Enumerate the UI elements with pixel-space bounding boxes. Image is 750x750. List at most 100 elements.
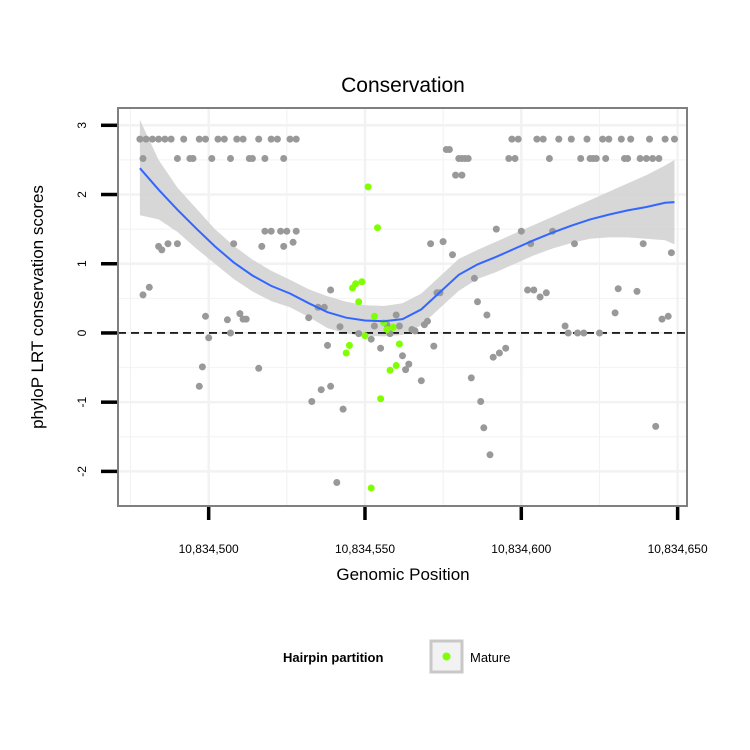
data-point-other xyxy=(395,322,403,330)
data-point-other xyxy=(505,155,513,162)
data-point-other xyxy=(452,171,460,179)
data-point-other xyxy=(248,155,256,162)
data-point-mature xyxy=(383,326,391,333)
data-point-other xyxy=(636,155,644,162)
data-point-other xyxy=(545,155,553,162)
data-point-other xyxy=(592,155,600,162)
data-point-other xyxy=(658,315,666,323)
data-point-other xyxy=(208,155,216,162)
data-point-mature xyxy=(342,349,350,357)
data-point-other xyxy=(280,242,288,250)
data-point-other xyxy=(220,135,228,143)
data-point-other xyxy=(602,155,610,162)
data-point-other xyxy=(205,334,213,342)
data-point-other xyxy=(277,227,285,235)
data-point-other xyxy=(564,329,572,337)
data-point-mature xyxy=(355,298,363,306)
data-point-other xyxy=(411,327,419,335)
data-point-other xyxy=(198,363,206,371)
data-point-other xyxy=(261,227,269,235)
x-axis: 10,834,500 10,834,550 10,834,600 10,834,650 xyxy=(179,507,708,556)
data-point-other xyxy=(483,311,491,319)
data-point-other xyxy=(195,382,203,390)
data-point-other xyxy=(173,155,181,162)
data-point-other xyxy=(489,353,497,361)
data-point-other xyxy=(289,238,297,246)
legend-title: Hairpin partition xyxy=(283,650,383,665)
data-point-other xyxy=(283,227,291,235)
data-point-other xyxy=(267,135,275,143)
data-point-other xyxy=(355,330,363,338)
data-point-other xyxy=(495,349,503,357)
data-point-other xyxy=(239,135,247,143)
data-point-mature xyxy=(389,323,397,331)
data-point-other xyxy=(367,335,375,343)
data-point-other xyxy=(646,135,653,143)
y-tick-label: 2 xyxy=(75,191,89,198)
legend-key-mature-point xyxy=(442,652,451,661)
data-point-other xyxy=(536,293,544,301)
data-point-other xyxy=(233,135,241,143)
data-point-other xyxy=(514,135,522,143)
data-point-other xyxy=(642,155,650,162)
x-tick-label: 10,834,650 xyxy=(648,542,708,556)
data-point-other xyxy=(486,451,494,459)
data-point-other xyxy=(292,135,300,143)
data-point-mature xyxy=(370,312,378,320)
data-point-other xyxy=(308,398,316,405)
y-axis: -2 -1 0 1 2 3 xyxy=(75,122,117,477)
data-point-other xyxy=(458,171,466,179)
data-point-other xyxy=(539,135,547,143)
data-point-other xyxy=(180,135,188,143)
data-point-other xyxy=(223,316,231,324)
data-point-other xyxy=(555,135,563,143)
data-point-other xyxy=(261,155,269,162)
data-point-other xyxy=(167,135,175,143)
data-point-other xyxy=(392,311,400,319)
data-point-other xyxy=(273,135,281,143)
data-point-other xyxy=(542,289,550,297)
data-point-other xyxy=(164,240,172,248)
x-tick-label: 10,834,550 xyxy=(335,542,395,556)
data-point-other xyxy=(227,329,234,337)
y-tick-label: 1 xyxy=(75,260,89,267)
data-point-other xyxy=(236,310,244,318)
data-point-other xyxy=(655,155,663,162)
data-point-other xyxy=(449,251,456,259)
data-point-other xyxy=(671,135,678,143)
data-point-other xyxy=(667,249,675,257)
data-point-other xyxy=(158,246,166,254)
data-point-other xyxy=(142,135,150,143)
data-point-other xyxy=(580,329,588,337)
data-point-other xyxy=(324,341,331,349)
data-point-other xyxy=(377,344,385,352)
data-point-other xyxy=(139,155,147,162)
data-point-other xyxy=(464,155,472,162)
data-point-other xyxy=(611,309,619,317)
y-tick-label: 0 xyxy=(75,329,89,336)
chart-title: Conservation xyxy=(341,74,465,97)
data-point-mature xyxy=(345,341,353,349)
data-point-other xyxy=(242,315,250,323)
data-point-mature xyxy=(358,278,366,286)
data-point-other xyxy=(405,360,413,368)
data-point-other xyxy=(624,155,632,162)
data-point-other xyxy=(402,366,410,374)
data-point-other xyxy=(480,424,488,432)
data-point-other xyxy=(492,225,500,233)
y-tick-label: -2 xyxy=(75,466,89,477)
data-point-other xyxy=(561,322,569,330)
data-point-other xyxy=(161,135,169,143)
data-point-other xyxy=(148,135,156,143)
data-point-other xyxy=(333,479,341,486)
data-point-other xyxy=(577,155,585,162)
plot-panel xyxy=(117,107,688,507)
data-point-other xyxy=(255,364,263,372)
data-point-other xyxy=(427,240,435,248)
data-point-other xyxy=(517,227,525,235)
data-point-other xyxy=(430,342,438,350)
data-point-other xyxy=(664,312,672,320)
data-point-other xyxy=(477,398,485,405)
data-point-other xyxy=(317,386,325,394)
data-point-other xyxy=(511,155,519,162)
